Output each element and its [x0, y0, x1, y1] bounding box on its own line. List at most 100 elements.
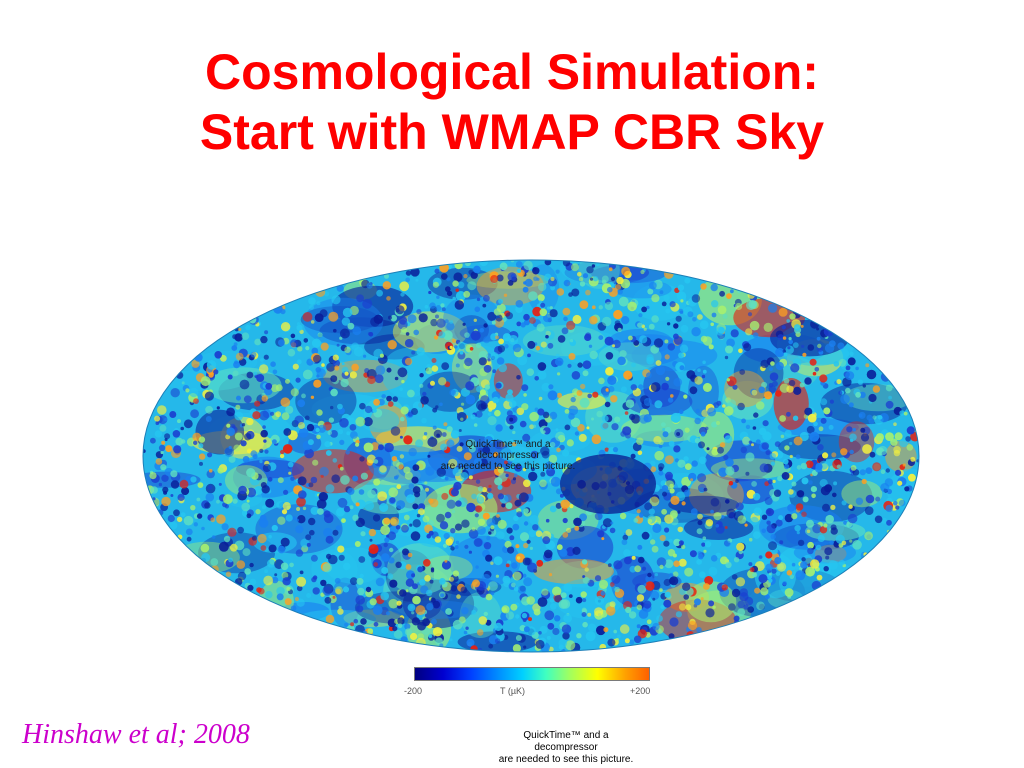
fluctuation-speckle [664, 339, 669, 344]
fluctuation-speckle [497, 484, 503, 490]
fluctuation-speckle [465, 626, 469, 630]
fluctuation-speckle [337, 429, 344, 435]
fluctuation-speckle [439, 521, 449, 530]
fluctuation-speckle [512, 441, 517, 447]
fluctuation-speckle [819, 526, 828, 534]
fluctuation-speckle [673, 323, 679, 329]
fluctuation-speckle [669, 510, 678, 519]
fluctuation-speckle [270, 411, 275, 416]
fluctuation-speckle [347, 417, 356, 426]
fluctuation-speckle [829, 399, 835, 404]
fluctuation-speckle [411, 573, 416, 578]
fluctuation-speckle [353, 618, 359, 624]
fluctuation-speckle [498, 363, 507, 373]
fluctuation-speckle [473, 538, 483, 547]
fluctuation-speckle [477, 447, 483, 453]
fluctuation-speckle [857, 379, 864, 385]
fluctuation-speckle [446, 426, 453, 433]
fluctuation-speckle [416, 309, 422, 315]
fluctuation-speckle [445, 608, 452, 615]
fluctuation-speckle [430, 618, 437, 625]
fluctuation-speckle [455, 288, 459, 292]
fluctuation-speckle [568, 292, 573, 297]
fluctuation-speckle [477, 486, 484, 492]
fluctuation-speckle [320, 579, 327, 587]
fluctuation-speckle [677, 526, 684, 533]
fluctuation-speckle [864, 531, 873, 541]
fluctuation-speckle [490, 352, 499, 360]
fluctuation-speckle [637, 629, 647, 639]
fluctuation-speckle [617, 356, 626, 366]
fluctuation-speckle [580, 591, 587, 598]
fluctuation-speckle [540, 471, 546, 477]
fluctuation-speckle [366, 282, 373, 289]
fluctuation-speckle [509, 417, 514, 422]
fluctuation-speckle [493, 556, 503, 566]
fluctuation-speckle [375, 365, 386, 375]
fluctuation-speckle [793, 436, 803, 446]
title-line-2: Start with WMAP CBR Sky [199, 104, 825, 160]
fluctuation-speckle [638, 384, 644, 390]
fluctuation-speckle [426, 589, 433, 596]
fluctuation-speckle [782, 336, 787, 340]
fluctuation-speckle [412, 595, 421, 605]
fluctuation-speckle [700, 431, 706, 437]
fluctuation-speckle [549, 309, 558, 318]
fluctuation-speckle [517, 585, 527, 594]
fluctuation-speckle [373, 456, 384, 467]
fluctuation-speckle [760, 587, 769, 596]
fluctuation-speckle [159, 424, 167, 432]
fluctuation-speckle [435, 314, 439, 319]
fluctuation-speckle [623, 549, 631, 557]
fluctuation-speckle [828, 424, 834, 430]
fluctuation-speckle [768, 572, 772, 576]
fluctuation-speckle [332, 529, 339, 536]
fluctuation-speckle [431, 358, 437, 363]
fluctuation-speckle [373, 459, 379, 464]
fluctuation-speckle [411, 408, 418, 415]
fluctuation-speckle [466, 638, 475, 647]
fluctuation-speckle [341, 518, 346, 523]
fluctuation-speckle [636, 437, 644, 445]
fluctuation-speckle [677, 459, 686, 468]
fluctuation-speckle [336, 284, 344, 292]
fluctuation-speckle [718, 327, 725, 334]
fluctuation-speckle [467, 281, 477, 291]
fluctuation-speckle [515, 635, 522, 641]
fluctuation-speckle [344, 346, 351, 353]
fluctuation-speckle [457, 281, 465, 289]
fluctuation-speckle [804, 377, 812, 385]
fluctuation-speckle [611, 575, 621, 584]
fluctuation-speckle [768, 303, 778, 313]
fluctuation-speckle [441, 362, 450, 370]
fluctuation-speckle [605, 606, 616, 616]
fluctuation-speckle [331, 295, 341, 305]
fluctuation-speckle [511, 562, 518, 569]
fluctuation-speckle [316, 374, 320, 378]
fluctuation-speckle [703, 549, 707, 553]
fluctuation-speckle [397, 367, 408, 378]
fluctuation-speckle [513, 515, 519, 522]
fluctuation-speckle [666, 322, 671, 326]
fluctuation-speckle [311, 576, 317, 583]
fluctuation-speckle [751, 443, 754, 447]
fluctuation-speckle [411, 476, 419, 484]
fluctuation-speckle [766, 524, 776, 534]
fluctuation-speckle [604, 447, 609, 452]
fluctuation-speckle [463, 274, 468, 279]
fluctuation-speckle [326, 362, 336, 372]
fluctuation-speckle [411, 617, 420, 626]
fluctuation-speckle [308, 482, 314, 488]
fluctuation-speckle [354, 541, 361, 547]
fluctuation-speckle [246, 468, 256, 478]
fluctuation-speckle [441, 273, 448, 280]
fluctuation-speckle [650, 460, 656, 467]
fluctuation-speckle [259, 518, 269, 528]
fluctuation-speckle [908, 473, 916, 482]
fluctuation-speckle [234, 432, 243, 441]
fluctuation-speckle [669, 301, 676, 308]
fluctuation-speckle [588, 623, 597, 632]
fluctuation-speckle [268, 544, 277, 553]
fluctuation-speckle [752, 426, 757, 430]
